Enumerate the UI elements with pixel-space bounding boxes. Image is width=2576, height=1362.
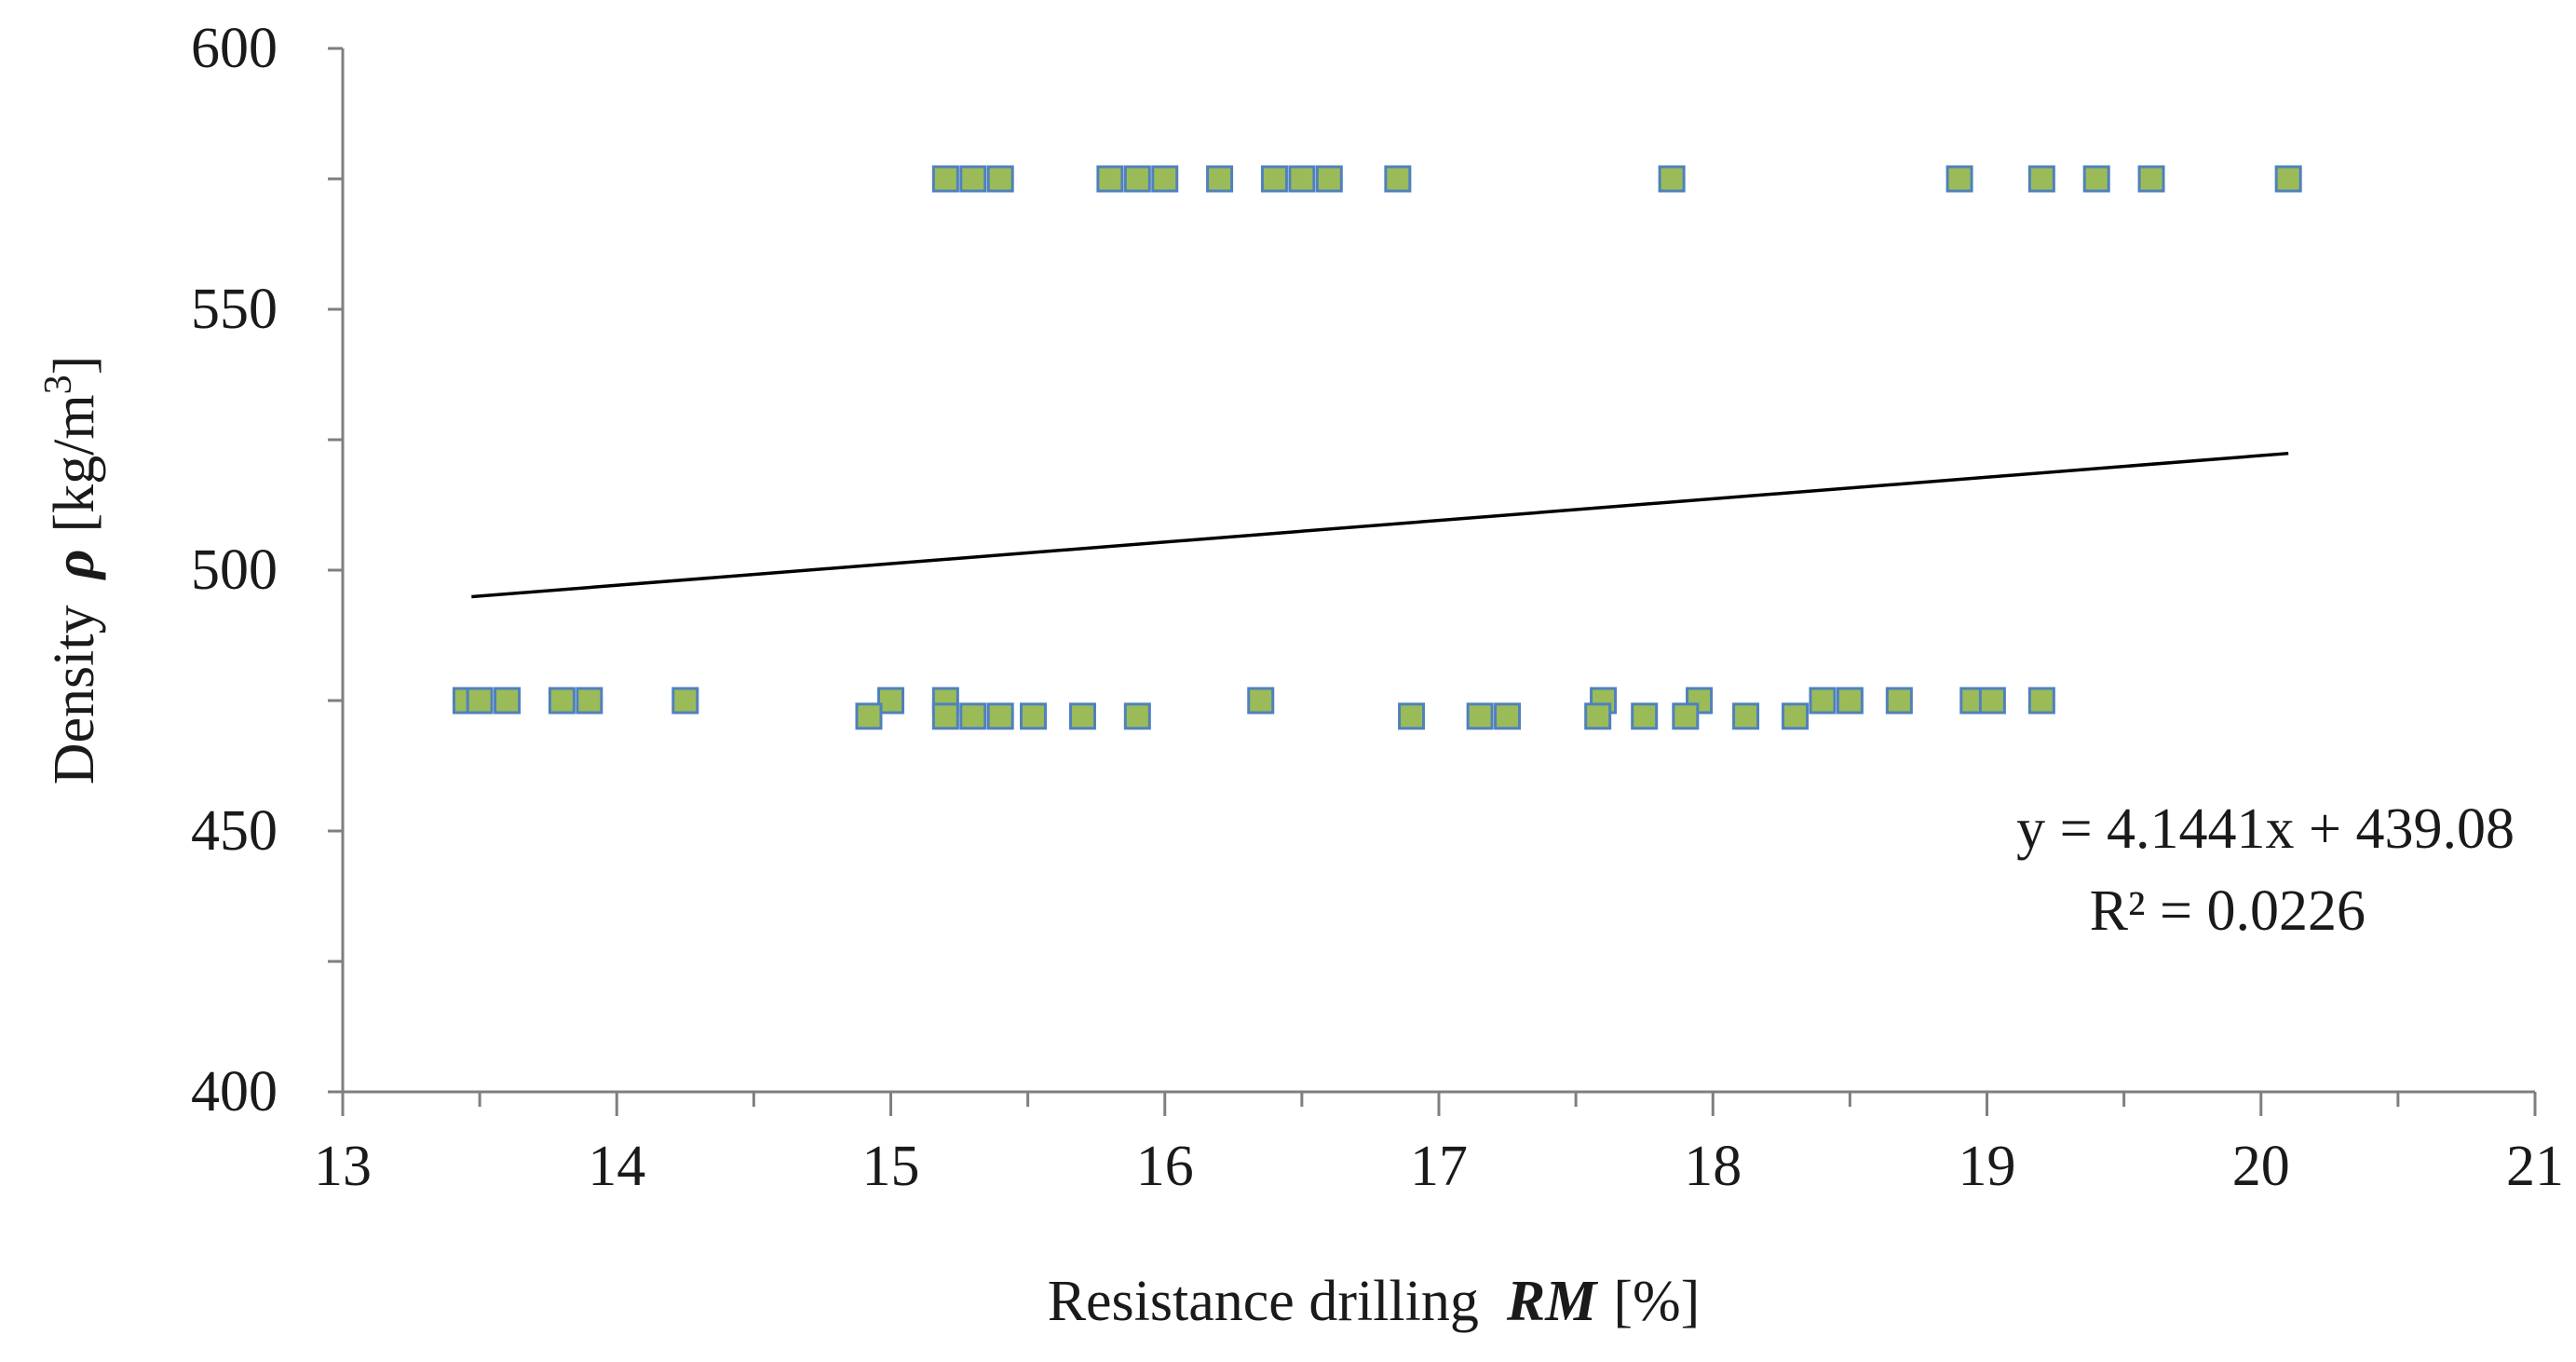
minor-tick-marks xyxy=(328,177,2400,1107)
data-point xyxy=(548,687,576,715)
data-point xyxy=(2027,165,2055,193)
trendline-r-squared: R² = 0.0226 xyxy=(2090,879,2366,943)
y-axis-title-symbol: ρ xyxy=(43,549,106,580)
data-point xyxy=(1686,687,1714,715)
data-point xyxy=(1782,702,1810,730)
data-point xyxy=(1315,165,1343,193)
data-point xyxy=(1020,702,1048,730)
y-tick-label: 400 xyxy=(191,1060,278,1124)
x-axis-title-text: Resistance drilling xyxy=(1048,1270,1479,1333)
data-point xyxy=(671,687,699,715)
data-point xyxy=(1096,165,1124,193)
data-point xyxy=(1151,165,1179,193)
data-point xyxy=(959,165,987,193)
data-point xyxy=(1068,702,1096,730)
y-axis-title-text: Density xyxy=(43,605,106,784)
x-tick-label: 18 xyxy=(1684,1135,1742,1198)
data-point xyxy=(1809,687,1837,715)
y-tick-label: 500 xyxy=(191,538,278,602)
x-axis-title: Resistance drilling RM [%] xyxy=(1048,1270,1701,1333)
data-point xyxy=(2027,687,2055,715)
y-axis-title-unit-superscript: 3 xyxy=(37,375,80,394)
y-axis-title-unit-close: ] xyxy=(43,356,106,375)
data-point xyxy=(2274,165,2302,193)
data-point xyxy=(959,702,987,730)
x-axis-title-symbol: RM xyxy=(1506,1270,1598,1333)
x-tick-labels: 13 14 15 16 17 18 19 20 21 xyxy=(314,1135,2564,1198)
data-point xyxy=(1260,165,1288,193)
y-tick-label: 450 xyxy=(191,799,278,863)
data-point xyxy=(2082,165,2110,193)
data-points xyxy=(452,165,2302,730)
data-point xyxy=(1836,687,1864,715)
data-point xyxy=(1584,702,1612,730)
data-point xyxy=(1466,702,1494,730)
major-tick-marks xyxy=(328,47,2537,1116)
y-tick-label: 550 xyxy=(191,278,278,341)
data-point xyxy=(986,165,1014,193)
data-point xyxy=(877,687,904,715)
data-point xyxy=(1732,702,1760,730)
data-point xyxy=(1288,165,1316,193)
y-tick-label: 600 xyxy=(191,17,278,80)
data-point xyxy=(1946,165,1973,193)
data-point xyxy=(494,687,522,715)
data-point xyxy=(1494,702,1522,730)
data-point xyxy=(1384,165,1412,193)
trendline xyxy=(471,451,2289,599)
x-axis-title-unit: [%] xyxy=(1613,1270,1700,1333)
data-point xyxy=(931,165,959,193)
data-point xyxy=(2137,165,2165,193)
x-tick-label: 15 xyxy=(862,1135,920,1198)
data-point xyxy=(931,702,959,730)
x-tick-label: 13 xyxy=(314,1135,372,1198)
x-tick-label: 19 xyxy=(1959,1135,2016,1198)
data-point xyxy=(576,687,603,715)
data-point xyxy=(986,702,1014,730)
x-tick-label: 17 xyxy=(1410,1135,1468,1198)
x-tick-label: 21 xyxy=(2506,1135,2564,1198)
data-point xyxy=(1978,687,2006,715)
data-point xyxy=(855,702,883,730)
data-point xyxy=(1398,702,1426,730)
data-point xyxy=(466,687,494,715)
data-point xyxy=(1123,702,1151,730)
data-point xyxy=(1885,687,1913,715)
y-axis-title: Density ρ [kg/m3] xyxy=(37,356,106,785)
x-tick-label: 16 xyxy=(1136,1135,1194,1198)
y-tick-labels: 400 450 500 550 600 xyxy=(191,17,278,1124)
data-point xyxy=(1247,687,1275,715)
data-point xyxy=(1672,702,1700,730)
x-tick-label: 20 xyxy=(2232,1135,2290,1198)
trendline-equation: y = 4.1441x + 439.08 xyxy=(2016,797,2515,861)
y-axis-title-unit: [kg/m xyxy=(43,394,106,532)
data-point xyxy=(1658,165,1686,193)
data-point xyxy=(1206,165,1234,193)
x-tick-label: 14 xyxy=(588,1135,645,1198)
data-point xyxy=(1631,702,1659,730)
data-point xyxy=(1123,165,1151,193)
